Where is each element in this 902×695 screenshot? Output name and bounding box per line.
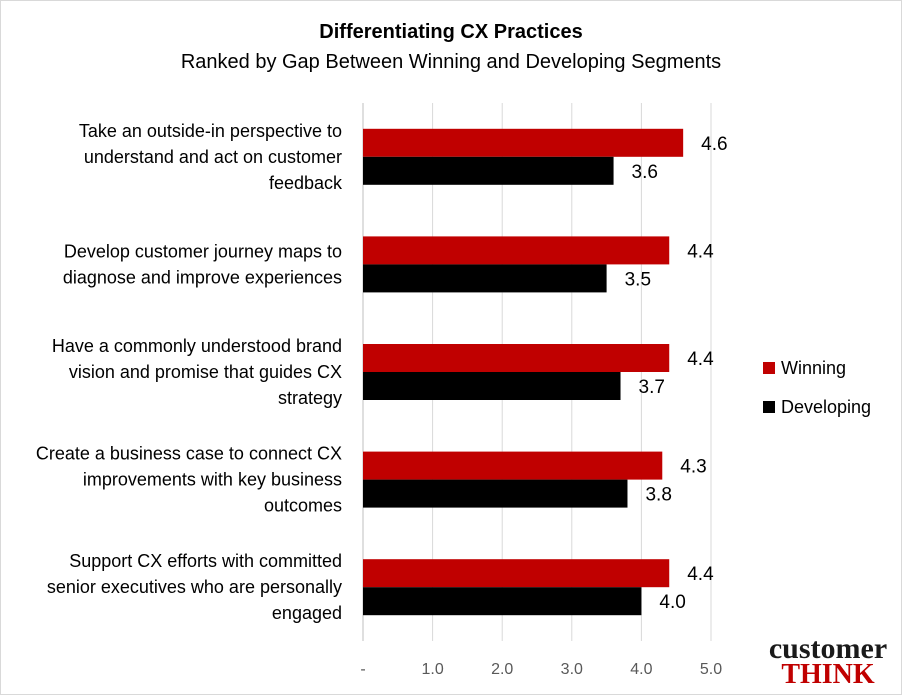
category-label: feedback (269, 173, 343, 193)
data-label-winning: 4.6 (701, 134, 727, 155)
legend-label-winning: Winning (781, 358, 846, 378)
gridlines (362, 103, 712, 641)
data-labels: 4.63.64.43.54.43.74.33.84.44.0 (625, 134, 728, 613)
bar-developing (363, 479, 628, 508)
bar-winning (363, 451, 663, 480)
x-axis-ticks: - 1.0 2.0 3.0 4.0 5.0 (360, 661, 722, 678)
data-label-developing: 3.6 (632, 162, 658, 183)
category-label: Take an outside-in perspective to (79, 121, 342, 141)
x-tick-label: - (360, 661, 365, 678)
category-label: outcomes (264, 496, 342, 516)
chart-title: Differentiating CX Practices (319, 21, 582, 43)
category-label: Have a commonly understood brand (52, 336, 342, 356)
logo-think-text: THINK (781, 659, 875, 690)
bar-developing (363, 372, 621, 400)
data-label-winning: 4.4 (687, 241, 714, 262)
category-label: understand and act on customer (84, 147, 342, 167)
data-label-developing: 3.5 (625, 269, 651, 290)
bar-winning (363, 236, 670, 265)
bar-developing (363, 156, 614, 185)
bar-winning (363, 128, 684, 157)
legend-swatch-developing (763, 401, 775, 413)
bar-winning (363, 559, 670, 588)
bar-winning (363, 344, 670, 372)
legend-label-developing: Developing (781, 397, 871, 417)
legend-swatch-winning (763, 362, 775, 374)
bar-developing (363, 587, 642, 616)
data-label-developing: 4.0 (659, 592, 685, 613)
category-label: Develop customer journey maps to (64, 241, 342, 261)
chart-subtitle: Ranked by Gap Between Winning and Develo… (181, 51, 721, 73)
bars (363, 128, 684, 616)
category-label: Support CX efforts with committed (69, 551, 342, 571)
category-labels: Take an outside-in perspective to underst… (36, 121, 343, 623)
x-tick-label: 5.0 (700, 661, 722, 678)
category-label: engaged (272, 603, 342, 623)
category-label: strategy (278, 388, 342, 408)
x-tick-label: 3.0 (561, 661, 583, 678)
data-label-developing: 3.8 (645, 485, 671, 506)
data-label-developing: 3.7 (639, 377, 665, 398)
category-label: vision and promise that guides CX (69, 362, 342, 382)
x-tick-label: 1.0 (421, 661, 443, 678)
category-label: Create a business case to connect CX (36, 444, 342, 464)
data-label-winning: 4.3 (680, 457, 706, 478)
category-label: diagnose and improve experiences (63, 267, 342, 287)
bar-developing (363, 264, 607, 293)
data-label-winning: 4.4 (687, 349, 714, 370)
data-label-winning: 4.4 (687, 564, 714, 585)
x-tick-label: 2.0 (491, 661, 513, 678)
customerthink-logo: customer THINK (769, 632, 887, 690)
x-tick-label: 4.0 (630, 661, 652, 678)
category-label: improvements with key business (83, 470, 342, 490)
category-label: senior executives who are personally (47, 577, 342, 597)
logo-customer-text: customer (769, 632, 887, 665)
legend: Winning Developing (763, 358, 871, 417)
